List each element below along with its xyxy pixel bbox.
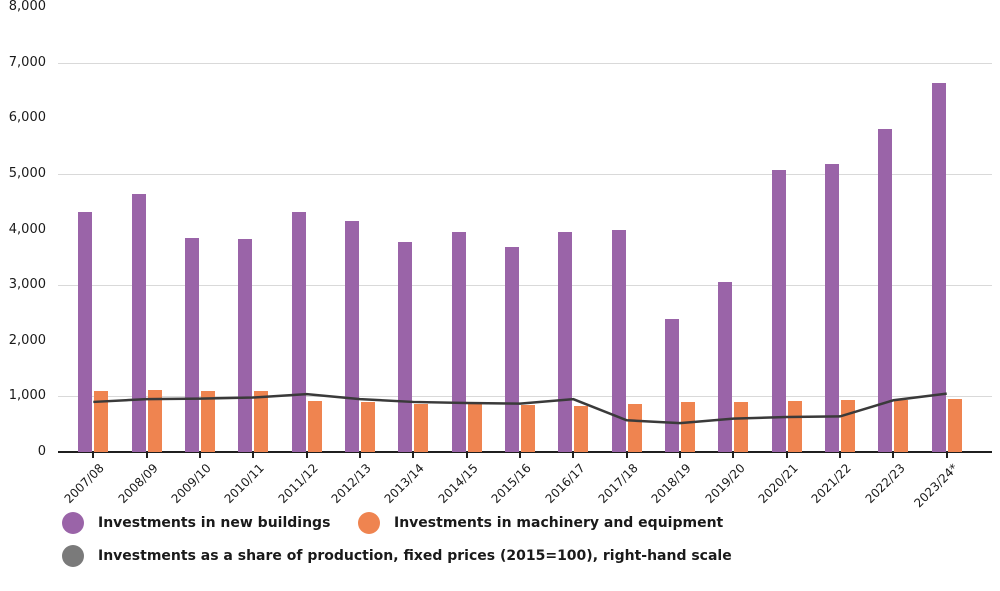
x-axis-label: 2013/14	[382, 461, 428, 507]
x-axis-label: 2022/23	[862, 461, 908, 507]
x-axis-tick	[732, 453, 735, 458]
x-axis-label: 2009/10	[168, 461, 214, 507]
x-axis-tick	[572, 453, 575, 458]
legend-item-buildings: Investments in new buildings	[62, 512, 330, 534]
x-axis-line	[58, 451, 992, 453]
y-axis-label: 8,000	[8, 0, 46, 14]
legend-label-machinery: Investments in machinery and equipment	[394, 515, 724, 531]
purple-bar	[825, 164, 840, 452]
x-axis-tick	[92, 453, 95, 458]
y-axis-label: 6,000	[8, 110, 46, 126]
x-axis-tick	[145, 453, 148, 458]
orange-legend-dot-icon	[358, 512, 380, 534]
purple-bar	[291, 211, 306, 452]
orange-bar	[627, 404, 642, 452]
x-axis-tick	[625, 453, 628, 458]
orange-bar	[787, 400, 802, 452]
x-axis-label: 2014/15	[435, 461, 481, 507]
x-axis-label: 2010/11	[222, 461, 268, 507]
purple-bar	[665, 319, 680, 452]
x-axis-label: 2015/16	[488, 461, 534, 507]
x-axis-label: 2023/24*	[911, 461, 961, 511]
x-axis-label: 2012/13	[328, 461, 374, 507]
x-axis-label: 2016/17	[542, 461, 588, 507]
purple-bar	[505, 246, 520, 452]
y-axis-label: 1,000	[8, 388, 46, 404]
orange-bar	[147, 390, 162, 452]
orange-bar	[307, 400, 322, 452]
purple-bar	[131, 194, 146, 452]
x-axis-label: 2007/08	[62, 461, 108, 507]
purple-bar	[771, 169, 786, 452]
y-axis-label: 0	[37, 444, 46, 459]
y-axis-label: 5,000	[8, 165, 46, 181]
x-axis-tick	[892, 453, 895, 458]
orange-bar	[414, 403, 429, 452]
x-axis-tick	[839, 453, 842, 458]
orange-bar	[467, 404, 482, 452]
y-axis-label: 2,000	[8, 332, 46, 348]
x-axis-tick	[359, 453, 361, 458]
purple-bar	[558, 231, 573, 452]
purple-bar	[398, 242, 413, 452]
orange-bar	[94, 390, 109, 452]
x-axis-tick	[465, 453, 468, 458]
orange-bar	[894, 400, 909, 452]
orange-bar	[200, 391, 215, 452]
x-axis-tick	[305, 453, 308, 458]
purple-bar	[345, 221, 359, 452]
x-axis-label: 2019/20	[702, 461, 748, 507]
orange-bar	[841, 399, 856, 452]
x-axis-label: 2011/12	[275, 461, 321, 507]
purple-bar	[451, 231, 466, 452]
x-axis-label: 2017/18	[595, 461, 641, 507]
gridline	[58, 62, 992, 64]
purple-bar	[611, 230, 626, 452]
x-axis-tick	[785, 453, 788, 458]
y-axis-label: 7,000	[8, 54, 46, 70]
line-series-path	[93, 392, 947, 425]
gridline	[58, 173, 992, 175]
purple-bar	[718, 281, 733, 452]
x-axis-label: 2018/19	[648, 461, 694, 507]
legend-item-share-line: Investments as a share of production, fi…	[62, 545, 732, 567]
purple-bar	[878, 128, 893, 452]
purple-bar	[78, 211, 93, 452]
y-axis-label: 3,000	[8, 277, 46, 293]
legend-label-share-line: Investments as a share of production, fi…	[98, 548, 732, 564]
x-axis-label: 2020/21	[755, 461, 801, 507]
purple-bar	[931, 82, 946, 452]
purple-bar	[238, 238, 253, 452]
orange-bar	[681, 402, 696, 452]
orange-bar	[361, 401, 375, 452]
y-axis-label: 4,000	[8, 221, 46, 237]
x-axis-tick	[412, 453, 415, 458]
orange-bar	[254, 391, 269, 452]
x-axis-label: 2021/22	[808, 461, 854, 507]
x-axis-label: 2008/09	[115, 461, 161, 507]
purple-legend-dot-icon	[62, 512, 84, 534]
orange-bar	[574, 406, 589, 452]
x-axis-tick	[519, 453, 522, 458]
orange-bar	[947, 398, 962, 452]
gray-legend-dot-icon	[62, 545, 84, 567]
orange-bar	[734, 402, 749, 452]
legend-label-buildings: Investments in new buildings	[98, 515, 331, 531]
orange-bar	[521, 405, 536, 452]
x-axis-tick	[945, 453, 948, 458]
legend-item-machinery: Investments in machinery and equipment	[358, 512, 723, 534]
gridline	[58, 285, 992, 287]
x-axis-tick	[679, 453, 682, 458]
x-axis-tick	[252, 453, 255, 458]
x-axis-tick	[198, 453, 201, 458]
purple-bar	[184, 237, 199, 452]
